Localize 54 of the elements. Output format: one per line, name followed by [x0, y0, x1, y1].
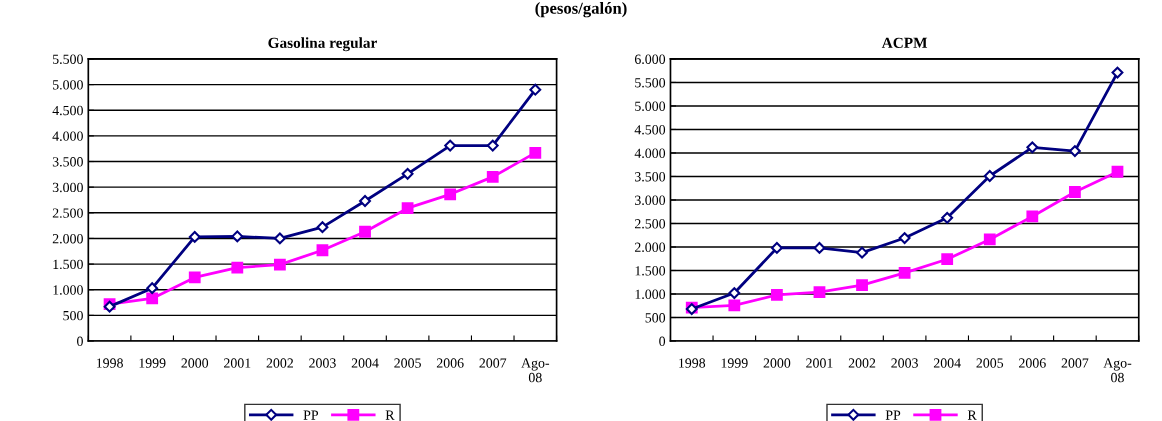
y-tick-label: 1.500	[53, 259, 83, 270]
legend-label: PP	[885, 410, 901, 420]
y-tick-label: 4.500	[634, 125, 666, 135]
x-tick-label: 2006	[1019, 358, 1046, 368]
x-tick-label: 1998	[679, 358, 706, 368]
x-tick-label: 2001	[224, 358, 251, 368]
y-tick-label: 2.500	[52, 208, 83, 218]
y-tick-label: 3.000	[635, 195, 666, 205]
y-tick-label: 500	[645, 313, 666, 323]
y-tick-label: 5.000	[635, 101, 666, 111]
x-tick-label: 2003	[891, 358, 918, 368]
x-tick-label: 2007	[479, 358, 507, 368]
y-tick-label: 500	[63, 310, 83, 321]
legend-label: R	[967, 410, 977, 420]
x-tick-label: 2004	[351, 358, 379, 368]
y-tick-label: 2.500	[634, 219, 666, 229]
x-tick-label: 2005	[394, 358, 421, 368]
y-tick-label: 1.000	[635, 289, 666, 300]
x-tick-label: 1999	[139, 358, 166, 368]
text: (pesos/galón)	[535, 2, 627, 18]
x-tick-label: 2000	[763, 358, 791, 368]
y-tick-label: 4.000	[52, 131, 83, 141]
x-tick-label: 2002	[848, 358, 876, 368]
y-tick-label: 0	[659, 336, 666, 346]
x-tick-label: 2006	[436, 358, 464, 368]
x-tick-label: 2003	[309, 358, 336, 368]
y-tick-label: 6.000	[634, 54, 666, 64]
y-tick-label: 5.500	[635, 78, 666, 88]
y-tick-label: 0	[77, 336, 83, 346]
x-tick-label: 2001	[806, 358, 833, 368]
y-tick-label: 5.000	[53, 80, 83, 90]
chart-title: ACPM	[881, 37, 928, 48]
y-tick-label: 4.000	[634, 148, 666, 158]
x-tick-label: 2002	[266, 358, 294, 368]
y-tick-label: 4.500	[52, 105, 83, 116]
x-tick-label: Ago-08	[521, 358, 550, 383]
y-tick-label: 5.500	[53, 54, 83, 64]
legend-label: PP	[303, 410, 319, 420]
y-tick-label: 3.500	[635, 172, 666, 182]
x-tick-label: 2005	[976, 358, 1004, 368]
legend-label: R	[385, 410, 395, 420]
y-tick-label: 1.500	[635, 266, 666, 276]
y-tick-label: 3.000	[52, 182, 83, 193]
x-tick-label: 2000	[181, 358, 209, 368]
x-tick-label: 2004	[933, 358, 961, 368]
y-tick-label: 3.500	[52, 157, 83, 167]
chart-title: Gasolina regular	[268, 37, 377, 52]
y-tick-label: 2.000	[634, 242, 666, 252]
x-tick-label: 1999	[721, 358, 748, 368]
x-tick-label: 1998	[96, 358, 123, 368]
y-tick-label: 1.000	[53, 285, 83, 295]
y-tick-label: 2.000	[52, 234, 83, 244]
x-tick-label: 2007	[1061, 358, 1089, 368]
x-tick-label: Ago-08	[1103, 358, 1132, 383]
